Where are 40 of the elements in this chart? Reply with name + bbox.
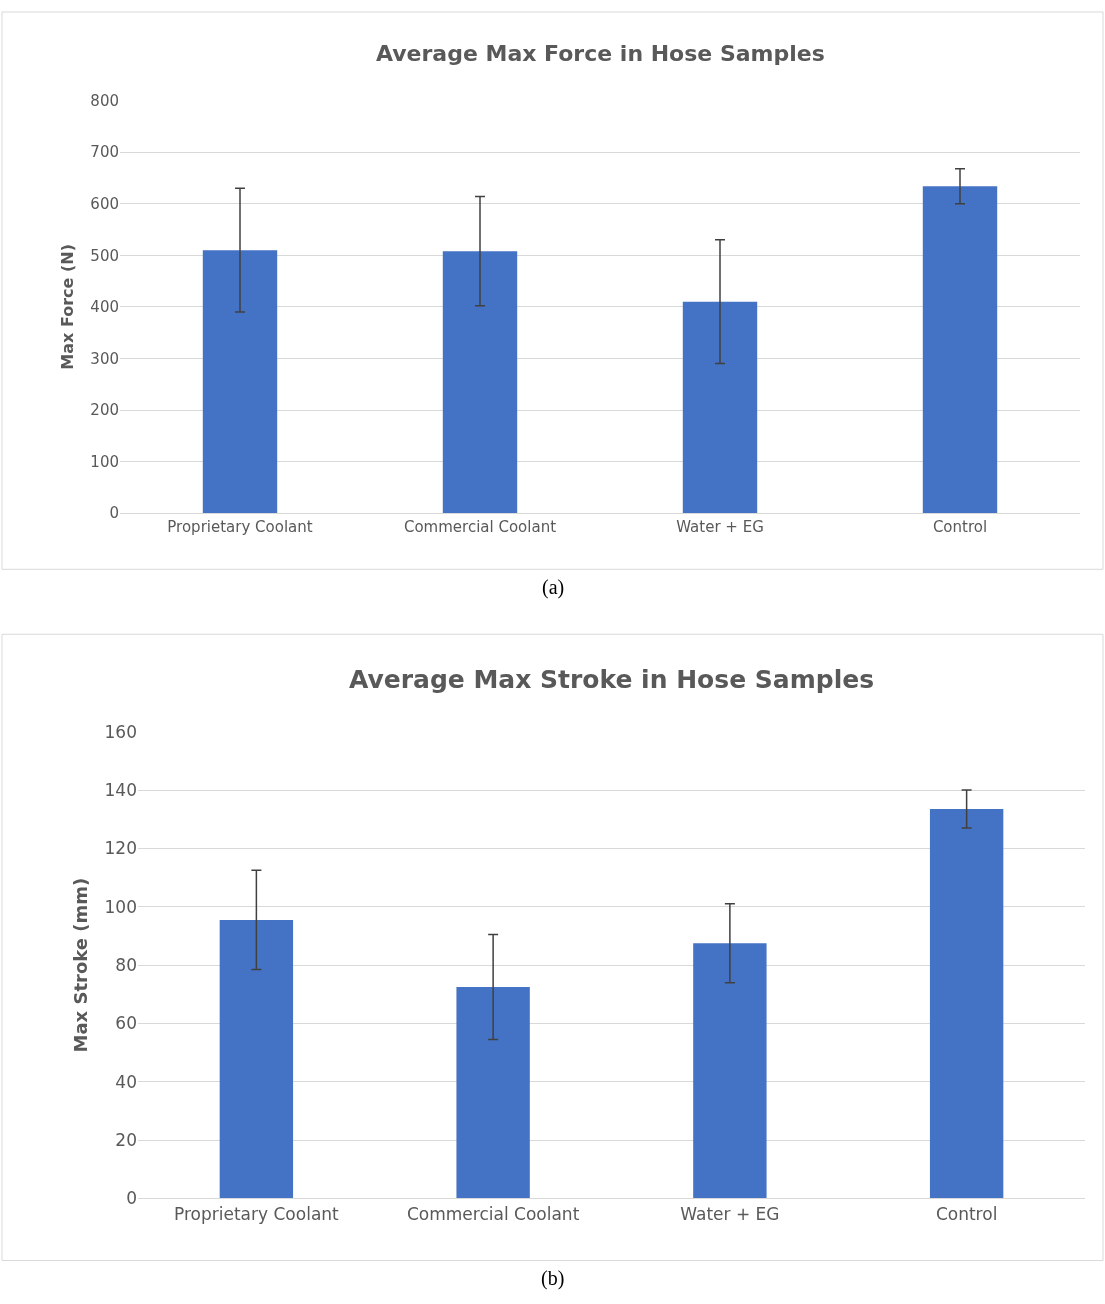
y-tick-label: 100 [104, 896, 137, 917]
y-tick-label: 40 [115, 1071, 137, 1092]
y-tick-label: 60 [115, 1013, 137, 1034]
x-tick-label: Proprietary Coolant [167, 518, 313, 537]
bar [693, 943, 767, 1199]
y-tick-label: 500 [90, 246, 119, 265]
x-tick-label: Proprietary Coolant [174, 1203, 340, 1224]
chart-title: Average Max Force in Hose Samples [376, 41, 825, 66]
y-tick-label: 160 [104, 721, 137, 742]
y-tick-label: 0 [109, 504, 119, 523]
y-tick-label: 20 [115, 1130, 137, 1151]
y-tick-label: 400 [90, 298, 119, 317]
y-tick-label: 700 [90, 143, 119, 162]
text: (a) [542, 576, 565, 599]
y-tick-label: 300 [90, 349, 119, 368]
y-tick-label: 800 [90, 91, 119, 110]
bar [442, 251, 518, 514]
x-tick-label: Water + EG [676, 518, 764, 537]
y-tick-label: 140 [104, 780, 137, 801]
y-tick-label: 80 [115, 955, 137, 976]
chart-title: Average Max Stroke in Hose Samples [349, 665, 875, 694]
y-tick-label: 200 [90, 401, 119, 420]
y-tick-label: 0 [126, 1188, 137, 1209]
y-tick-label: 120 [104, 838, 137, 859]
text: (b) [541, 1267, 565, 1290]
bar [682, 301, 758, 514]
bar [219, 919, 294, 1199]
bar [929, 809, 1004, 1199]
bar [202, 250, 278, 514]
y-tick-label: 600 [90, 194, 119, 213]
x-tick-label: Control [935, 1203, 998, 1224]
x-tick-label: Control [932, 518, 988, 537]
x-tick-label: Commercial Coolant [406, 1203, 580, 1224]
bar [922, 186, 998, 514]
x-tick-label: Commercial Coolant [403, 518, 557, 537]
bar [456, 987, 530, 1199]
y-axis-title: Max Force (N) [58, 244, 78, 370]
y-tick-label: 100 [90, 452, 119, 471]
x-tick-label: Water + EG [680, 1203, 780, 1224]
y-axis-title: Max Stroke (mm) [69, 877, 91, 1053]
